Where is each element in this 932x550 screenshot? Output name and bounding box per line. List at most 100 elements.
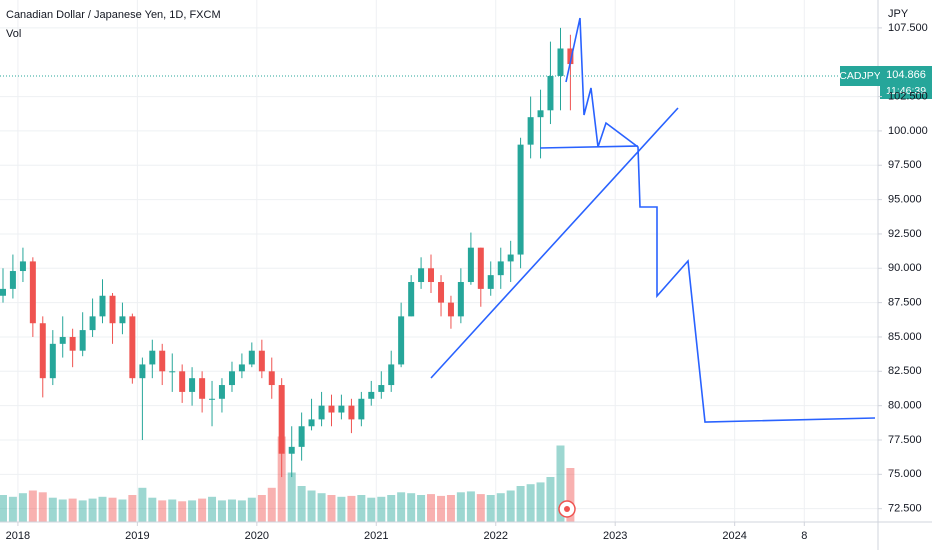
volume-bar [227,499,236,522]
x-tick-label: 2024 [722,530,746,542]
y-tick-label: 102.500 [888,90,928,102]
volume-bar [297,486,306,522]
drawings [430,17,876,423]
candle-body [308,419,315,427]
candle-body [69,336,76,351]
volume-bar [526,484,535,522]
volume-bar [417,495,426,522]
candle-body [348,405,355,420]
volume-bar [446,495,455,522]
candle-body [59,336,66,344]
y-tick-label: 87.500 [888,297,922,309]
volume-bar [466,491,475,522]
volume-bar [367,497,376,522]
symbol-label: CADJPY [839,70,880,82]
volume-bar [118,499,127,522]
chart-title: Canadian Dollar / Japanese Yen, 1D, FXCM [6,9,221,21]
y-tick-label: 100.000 [888,125,928,137]
candle-body [209,398,216,400]
candle-body [487,275,494,289]
candle-body [427,268,434,283]
candle-body [358,398,365,420]
volume-label: Vol [6,28,21,40]
volume-bar [257,495,266,522]
volume-bar [217,500,226,522]
symbol-badge [840,66,880,86]
candle-body [447,302,454,317]
y-tick-label: 77.500 [888,434,922,446]
x-tick-label: 8 [801,530,807,542]
volume-bar [536,482,545,522]
candle-body [467,247,474,283]
candle-body [368,391,375,399]
event-icon-dot[interactable] [564,506,570,512]
volume-bar [327,495,336,522]
candle-body [29,261,36,324]
y-tick-label: 92.500 [888,228,922,240]
volume-bar [566,468,575,522]
candle-body [99,295,106,317]
y-tick-label: 95.000 [888,194,922,206]
volume-bar [78,500,87,522]
volume-bar [208,496,217,522]
candles [0,27,574,478]
candle-body [418,268,425,283]
candle-body [139,364,146,379]
volume-bar [357,495,366,522]
volume-bar [188,500,197,522]
candle-body [338,405,345,413]
volume-bar [516,486,525,522]
volume-bar [267,487,276,522]
candle-body [149,350,156,365]
volume-bar [437,495,446,522]
candle-body [258,350,265,372]
candle-body [119,316,126,324]
price-badge [880,66,932,99]
candle-body [457,282,464,317]
candle-body [497,261,504,276]
candle-body [109,295,116,324]
volume-bar [88,498,97,522]
candle-body [199,378,206,399]
y-tick-label: 107.500 [888,22,928,34]
candle-body [527,117,534,145]
volume-bar [347,495,356,522]
volume-bar [108,497,117,522]
candle-body [49,343,56,379]
candle-body [218,385,225,399]
volume-bar [148,497,157,522]
y-tick-label: 90.000 [888,262,922,274]
volume-bar [48,497,57,522]
volume-bar [237,500,246,522]
candle-body [238,364,245,372]
volume-bar [0,495,7,522]
volume-bar [337,496,346,522]
candle-body [328,405,335,413]
volume-bar [128,495,137,522]
y-tick-label: 97.500 [888,159,922,171]
volume-bar [198,498,207,522]
volume-bar [377,496,386,522]
grid [0,0,878,522]
volume-bar [38,492,47,522]
candle-body [398,316,405,365]
event-icon[interactable] [558,500,576,518]
volume-bar [307,490,316,522]
candle-body [318,405,325,420]
countdown-label: 11:46:39 [886,85,926,97]
candle-body [129,316,136,379]
y-tick-label: 85.000 [888,331,922,343]
volume-bar [317,493,326,522]
volume-bar [387,495,396,522]
candle-body [0,288,6,296]
volume-bar [178,501,187,522]
candle-body [89,316,96,331]
volume-bar [8,496,17,522]
candle-body [547,75,554,111]
volume-bar [426,494,435,522]
candle-body [517,144,524,255]
volume-bar [476,494,485,522]
volume-bar [28,490,37,522]
volume-pane [0,436,575,522]
